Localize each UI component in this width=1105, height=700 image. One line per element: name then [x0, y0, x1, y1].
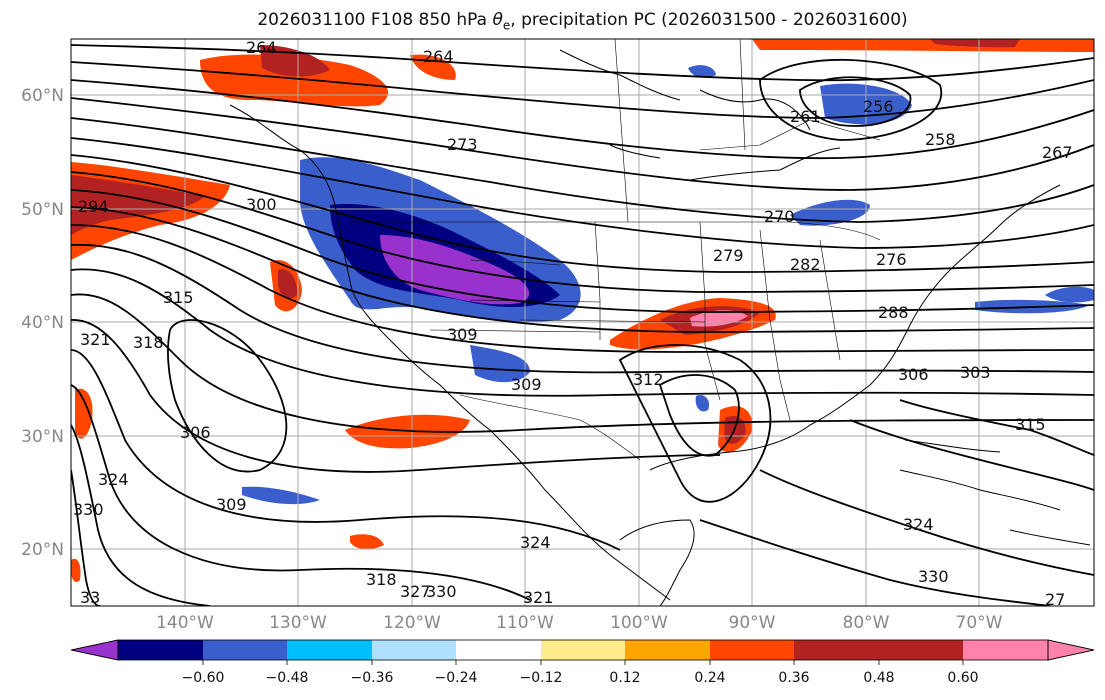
contour-label: 264 — [423, 47, 454, 66]
contour-label: 324 — [520, 533, 551, 552]
coastlines — [229, 49, 1091, 606]
contour-label: 276 — [876, 250, 907, 269]
contour-label: 318 — [366, 570, 397, 589]
colorbar-segment — [287, 640, 372, 660]
contour-label: 261 — [790, 107, 821, 126]
lat-label: 20°N — [21, 540, 64, 560]
contour-label: 273 — [447, 135, 478, 154]
colorbar-segment — [203, 640, 287, 660]
contour-label: 309 — [511, 375, 542, 394]
contour-label: 300 — [246, 195, 277, 214]
plot-frame — [70, 38, 1095, 607]
contour-label: 256 — [863, 97, 894, 116]
contour-label: 309 — [216, 495, 247, 514]
contour-label: 33 — [80, 588, 100, 607]
colorbar-segment — [625, 640, 710, 660]
contour-label: 306 — [180, 423, 211, 442]
contour-label: 267 — [1042, 143, 1073, 162]
contour-label: 321 — [80, 330, 111, 349]
contour-label: 282 — [790, 255, 821, 274]
contour-label: 318 — [133, 333, 164, 352]
contour-label: 330 — [426, 582, 457, 601]
contour-label: 327 — [400, 582, 431, 601]
contour-label: 321 — [523, 588, 554, 607]
map-title: 2026031100 F108 850 hPa θe, precipitatio… — [257, 10, 908, 33]
colorbar-segment — [372, 640, 456, 660]
theta-e-contours — [71, 44, 1094, 606]
contour-label: 330 — [73, 500, 104, 519]
graticule — [71, 39, 1094, 606]
lon-label: 80°W — [843, 613, 890, 633]
lon-label: 70°W — [956, 613, 1003, 633]
colorbar-segment — [879, 640, 963, 660]
longitude-labels: 140°W 130°W 120°W 110°W 100°W 90°W 80°W … — [156, 613, 1003, 633]
colorbar-tick-label: −0.24 — [435, 670, 478, 686]
contour-labels: 264 264 273 261 256 258 267 294 300 270 … — [73, 38, 1073, 609]
contour-label: 303 — [960, 363, 991, 382]
contour-label: 315 — [1015, 415, 1046, 434]
colorbar-tick-label: −0.12 — [520, 670, 563, 686]
lon-label: 100°W — [610, 613, 668, 633]
colorbar-tick-label: −0.48 — [266, 670, 309, 686]
contour-label: 315 — [163, 288, 194, 307]
colorbar-segment — [963, 640, 1048, 660]
colorbar-tick-label: 0.60 — [947, 670, 978, 686]
colorbar-tick-label: −0.60 — [182, 670, 225, 686]
lat-label: 30°N — [21, 427, 64, 447]
colorbar-segment — [1047, 639, 1095, 661]
colorbar-segment — [70, 639, 119, 661]
lon-label: 120°W — [383, 613, 441, 633]
contour-label: 258 — [925, 130, 956, 149]
colorbar-tick-label: 0.12 — [609, 670, 640, 686]
lat-label: 50°N — [21, 200, 64, 220]
colorbar-segment — [710, 640, 794, 660]
lat-label: 40°N — [21, 313, 64, 333]
colorbar-frame — [117, 639, 1049, 661]
contour-label: 306 — [898, 365, 929, 384]
lon-label: 90°W — [729, 613, 776, 633]
contour-label: 270 — [764, 207, 795, 226]
colorbar-segment — [794, 640, 879, 660]
contour-label: 309 — [447, 325, 478, 344]
colorbar-tick-label: 0.48 — [863, 670, 894, 686]
colorbar-segment — [118, 640, 203, 660]
contour-label: 294 — [78, 197, 109, 216]
contour-label: 288 — [878, 303, 909, 322]
contour-label: 330 — [918, 567, 949, 586]
contour-label: 264 — [246, 38, 277, 57]
latitude-labels: 60°N 50°N 40°N 30°N 20°N — [21, 86, 64, 560]
colorbar-tick-label: 0.24 — [694, 670, 725, 686]
colorbar: −0.60 −0.48 −0.36 −0.24 −0.12 0.12 0.24 … — [70, 639, 1095, 686]
colorbar-tick-label: 0.36 — [778, 670, 809, 686]
lon-label: 110°W — [496, 613, 554, 633]
colorbar-segment — [541, 640, 625, 660]
lon-label: 130°W — [269, 613, 327, 633]
contour-label: 324 — [98, 470, 129, 489]
contour-label: 324 — [903, 515, 934, 534]
contour-label: 279 — [713, 246, 744, 265]
contour-label: 27 — [1045, 590, 1065, 609]
colorbar-segment — [456, 640, 541, 660]
colorbar-tick-label: −0.36 — [351, 670, 394, 686]
political-borders — [350, 39, 881, 461]
lat-label: 60°N — [21, 86, 64, 106]
contour-label: 312 — [633, 370, 664, 389]
lon-label: 140°W — [156, 613, 214, 633]
